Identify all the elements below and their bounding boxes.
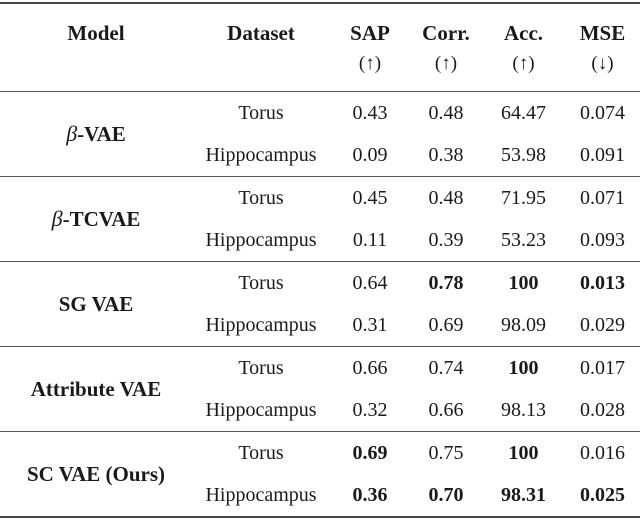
mse-value: 0.071	[580, 186, 625, 209]
dataset-cell: Torus	[238, 271, 284, 294]
dataset-cell: Hippocampus	[205, 313, 317, 336]
table-row: SC VAE (Ours) Torus 0.69 0.75 100 0.016	[0, 431, 640, 485]
acc-value: 98.31	[501, 483, 546, 506]
column-header-sap: SAP (↑)	[330, 3, 410, 91]
column-header-model: Model	[0, 3, 192, 91]
table-header: Model Dataset SAP (↑) Corr. (↑) Acc.	[0, 3, 640, 91]
table-row: Hippocampus 0.31 0.69 98.09 0.029	[0, 304, 640, 347]
mse-value: 0.028	[580, 398, 625, 421]
model-name-italic-part: β	[66, 120, 78, 146]
sap-value: 0.09	[352, 143, 388, 166]
column-header-corr: Corr. (↑)	[410, 3, 482, 91]
model-name-italic-part: β	[51, 205, 63, 231]
model-group-beta-tcvae: β-TCVAE Torus 0.45 0.48 71.95 0.071 Hipp…	[0, 176, 640, 261]
mse-value: 0.025	[580, 483, 625, 506]
mse-value: 0.017	[580, 356, 625, 379]
column-header-mse: MSE (↓)	[565, 3, 640, 91]
corr-value: 0.78	[428, 271, 464, 294]
column-label: SAP	[350, 21, 390, 45]
up-arrow-indicator: (↑)	[434, 53, 458, 74]
sap-value: 0.69	[352, 441, 388, 464]
sap-value: 0.32	[352, 398, 388, 421]
table-row: Hippocampus 0.32 0.66 98.13 0.028	[0, 389, 640, 432]
corr-value: 0.70	[428, 483, 464, 506]
acc-value: 64.47	[501, 101, 546, 124]
dataset-cell: Hippocampus	[205, 228, 317, 251]
column-label: Model	[67, 21, 125, 45]
down-arrow-indicator: (↓)	[591, 53, 614, 74]
corr-value: 0.75	[428, 441, 464, 464]
column-label: Dataset	[227, 21, 295, 45]
sap-value: 0.43	[352, 101, 388, 124]
sap-value: 0.45	[352, 186, 388, 209]
model-name-bold-part: -VAE	[77, 121, 126, 146]
model-name-bold-part: -TCVAE	[62, 206, 141, 231]
model-name: SG VAE	[0, 261, 192, 346]
table-row: β-TCVAE Torus 0.45 0.48 71.95 0.071	[0, 176, 640, 230]
corr-value: 0.74	[428, 356, 464, 379]
acc-value: 53.23	[501, 228, 546, 251]
model-group-beta-vae: β-VAE Torus 0.43 0.48 64.47 0.074 Hippoc…	[0, 91, 640, 176]
table-row: Attribute VAE Torus 0.66 0.74 100 0.017	[0, 346, 640, 400]
corr-value: 0.48	[428, 186, 464, 209]
model-group-attribute-vae: Attribute VAE Torus 0.66 0.74 100 0.017 …	[0, 346, 640, 431]
dataset-cell: Hippocampus	[205, 398, 317, 421]
model-name: Attribute VAE	[0, 346, 192, 431]
sap-value: 0.11	[352, 228, 388, 251]
sap-value: 0.66	[352, 356, 388, 379]
table-row: SG VAE Torus 0.64 0.78 100 0.013	[0, 261, 640, 315]
mse-value: 0.013	[580, 271, 625, 294]
corr-value: 0.39	[428, 228, 464, 251]
dataset-cell: Torus	[238, 441, 284, 464]
dataset-cell: Torus	[238, 186, 284, 209]
mse-value: 0.016	[580, 441, 625, 464]
column-label: MSE	[579, 21, 626, 45]
corr-value: 0.38	[428, 143, 464, 166]
up-arrow-indicator: (↑)	[358, 53, 382, 74]
sap-value: 0.64	[352, 271, 388, 294]
acc-value: 100	[508, 441, 539, 464]
model-name: β-VAE	[0, 91, 192, 176]
model-name-bold-part: Attribute VAE	[30, 376, 162, 401]
model-group-sc-vae-ours: SC VAE (Ours) Torus 0.69 0.75 100 0.016 …	[0, 431, 640, 517]
sap-value: 0.36	[352, 483, 388, 506]
corr-value: 0.66	[428, 398, 464, 421]
model-group-sg-vae: SG VAE Torus 0.64 0.78 100 0.013 Hippoca…	[0, 261, 640, 346]
column-header-acc: Acc. (↑)	[482, 3, 565, 91]
table-row: Hippocampus 0.11 0.39 53.23 0.093	[0, 219, 640, 262]
header-row: Model Dataset SAP (↑) Corr. (↑) Acc.	[0, 3, 640, 91]
column-label: Corr.	[422, 21, 470, 45]
dataset-cell: Torus	[238, 101, 284, 124]
table-row: Hippocampus 0.36 0.70 98.31 0.025	[0, 474, 640, 517]
acc-value: 98.13	[501, 398, 546, 421]
acc-value: 71.95	[501, 186, 546, 209]
dataset-cell: Hippocampus	[205, 143, 317, 166]
model-name: SC VAE (Ours)	[0, 431, 192, 517]
dataset-cell: Hippocampus	[205, 483, 317, 506]
column-label: Acc.	[503, 21, 544, 45]
acc-value: 53.98	[501, 143, 546, 166]
mse-value: 0.029	[580, 313, 625, 336]
model-name-bold-part: SG VAE	[58, 291, 134, 316]
acc-value: 100	[508, 356, 539, 379]
sap-value: 0.31	[352, 313, 388, 336]
acc-value: 98.09	[501, 313, 546, 336]
model-name: β-TCVAE	[0, 176, 192, 261]
up-arrow-indicator: (↑)	[512, 53, 535, 74]
column-header-dataset: Dataset	[192, 3, 330, 91]
table-row: Hippocampus 0.09 0.38 53.98 0.091	[0, 134, 640, 177]
dataset-cell: Torus	[238, 356, 284, 379]
mse-value: 0.093	[580, 228, 625, 251]
corr-value: 0.69	[428, 313, 464, 336]
mse-value: 0.074	[580, 101, 625, 124]
corr-value: 0.48	[428, 101, 464, 124]
model-name-bold-part: SC VAE (Ours)	[26, 461, 166, 486]
acc-value: 100	[508, 271, 539, 294]
mse-value: 0.091	[580, 143, 625, 166]
table-row: β-VAE Torus 0.43 0.48 64.47 0.074	[0, 91, 640, 145]
